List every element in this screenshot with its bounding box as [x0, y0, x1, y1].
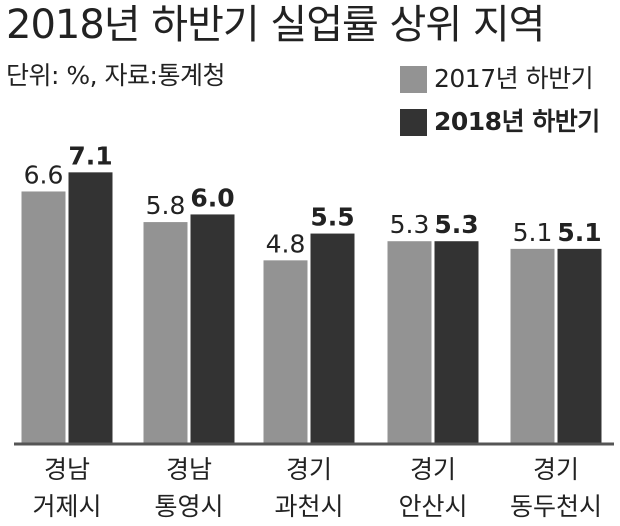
bar-2018-1	[190, 214, 235, 444]
bar-2017-4	[510, 248, 555, 444]
x-tick-label-3-1: 안산시	[398, 492, 467, 521]
x-tick-label-4-0: 경기	[533, 455, 579, 484]
value-labels-layer: 6.67.1 5.8 6.0 4.85.5 5.3 5.3 5.1 5.1	[24, 141, 602, 258]
legend-label-2018: 2018년 하반기	[434, 107, 600, 136]
x-tick-label-4-1: 동두천시	[510, 492, 602, 521]
x-tick-label-2-1: 과천시	[274, 492, 343, 521]
legend-label-2017: 2017년 하반기	[434, 64, 594, 93]
bar-2018-4	[557, 248, 602, 444]
value-label-2018-3: 5.3	[434, 210, 478, 239]
bar-2018-2	[310, 233, 355, 444]
bar-2018-3	[434, 241, 479, 444]
value-label-2018-0: 7.1	[68, 141, 112, 170]
value-label-2017-1: 5.8	[146, 191, 186, 220]
bars-layer	[21, 172, 602, 444]
value-label-2017-0: 6.6	[24, 160, 64, 189]
legend-swatch-2018	[400, 108, 427, 136]
x-tick-label-1-1: 통영시	[154, 492, 223, 521]
chart-unit-source: 단위: %, 자료:통계청	[6, 61, 225, 90]
value-label-2018-2: 5.5	[310, 203, 354, 232]
legend-item-2017: 2017년 하반기	[400, 63, 594, 95]
bar-2017-1	[143, 222, 188, 444]
value-label-2017-4: 5.1	[513, 218, 553, 247]
bar-2017-0	[21, 191, 66, 444]
value-label-2018-4: 5.1	[557, 218, 601, 247]
x-tick-label-0-0: 경남	[44, 455, 90, 484]
chart-title: 2018년 하반기 실업률 상위 지역	[6, 2, 545, 48]
bar-2018-0	[68, 172, 113, 444]
x-tick-label-1-0: 경남	[166, 455, 212, 484]
x-tick-label-2-0: 경기	[286, 455, 332, 484]
bar-2017-2	[263, 260, 308, 444]
value-label-2017-2: 4.8	[266, 229, 306, 258]
x-tick-label-0-1: 거제시	[32, 492, 101, 521]
value-label-2018-1: 6.0	[190, 183, 234, 212]
bar-2017-3	[387, 241, 432, 444]
x-tick-label-3-0: 경기	[410, 455, 456, 484]
legend-swatch-2017	[400, 65, 427, 93]
value-label-2017-3: 5.3	[390, 210, 430, 239]
legend-item-2018: 2018년 하반기	[400, 106, 600, 138]
